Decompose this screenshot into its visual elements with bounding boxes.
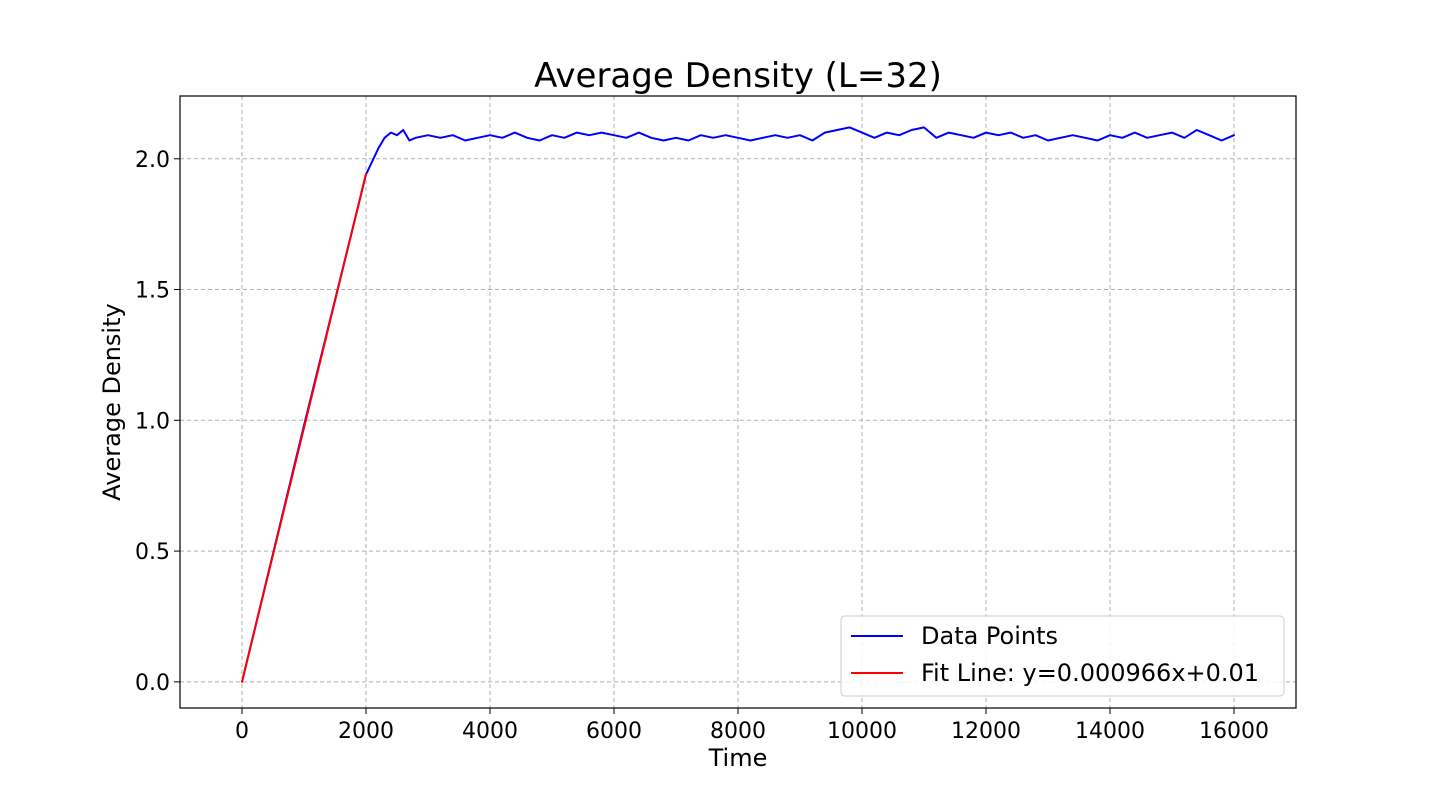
legend-box (840, 615, 1285, 697)
legend: Data Points Fit Line: y=0.000966x+0.01 (840, 615, 1285, 697)
x-tick-label: 6000 (586, 719, 642, 744)
x-tick-label: 8000 (710, 719, 766, 744)
axis-ticks: 0 2000 4000 6000 8000 10000 12000 14000 16000 0.0… (135, 148, 1269, 744)
x-tick-label: 10000 (827, 719, 897, 744)
plot-series (241, 126, 1235, 683)
grid-lines (180, 96, 1296, 708)
y-tick-label: 1.0 (135, 409, 170, 434)
x-tick-label: 4000 (462, 719, 518, 744)
chart-title: Average Density (L=32) (534, 56, 942, 96)
y-tick-label: 0.5 (135, 540, 170, 565)
x-tick-label: 2000 (338, 719, 394, 744)
x-axis-label: Time (708, 744, 768, 772)
y-axis-label: Average Density (98, 303, 126, 500)
series-line-fit-line (241, 172, 367, 683)
legend-label-fit-line: Fit Line: y=0.000966x+0.01 (921, 659, 1259, 687)
y-tick-label: 2.0 (135, 148, 170, 173)
y-tick-label: 0.0 (135, 671, 170, 696)
x-tick-label: 14000 (1075, 719, 1145, 744)
x-tick-label: 16000 (1199, 719, 1269, 744)
y-tick-label: 1.5 (135, 279, 170, 304)
legend-label-data-points: Data Points (921, 622, 1058, 650)
series-line-data-points (241, 126, 1235, 683)
x-tick-label: 12000 (951, 719, 1021, 744)
x-tick-label: 0 (235, 719, 249, 744)
